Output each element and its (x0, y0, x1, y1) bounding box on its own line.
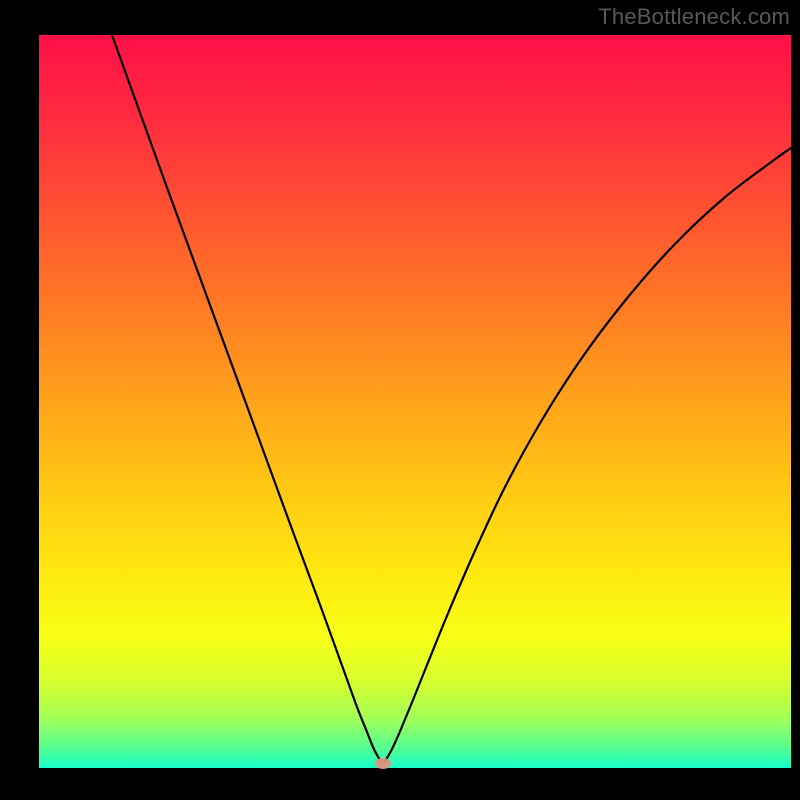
plot-background (39, 35, 791, 768)
watermark-text: TheBottleneck.com (598, 4, 790, 30)
chart-root: TheBottleneck.com (0, 0, 800, 800)
minimum-marker (375, 758, 391, 769)
